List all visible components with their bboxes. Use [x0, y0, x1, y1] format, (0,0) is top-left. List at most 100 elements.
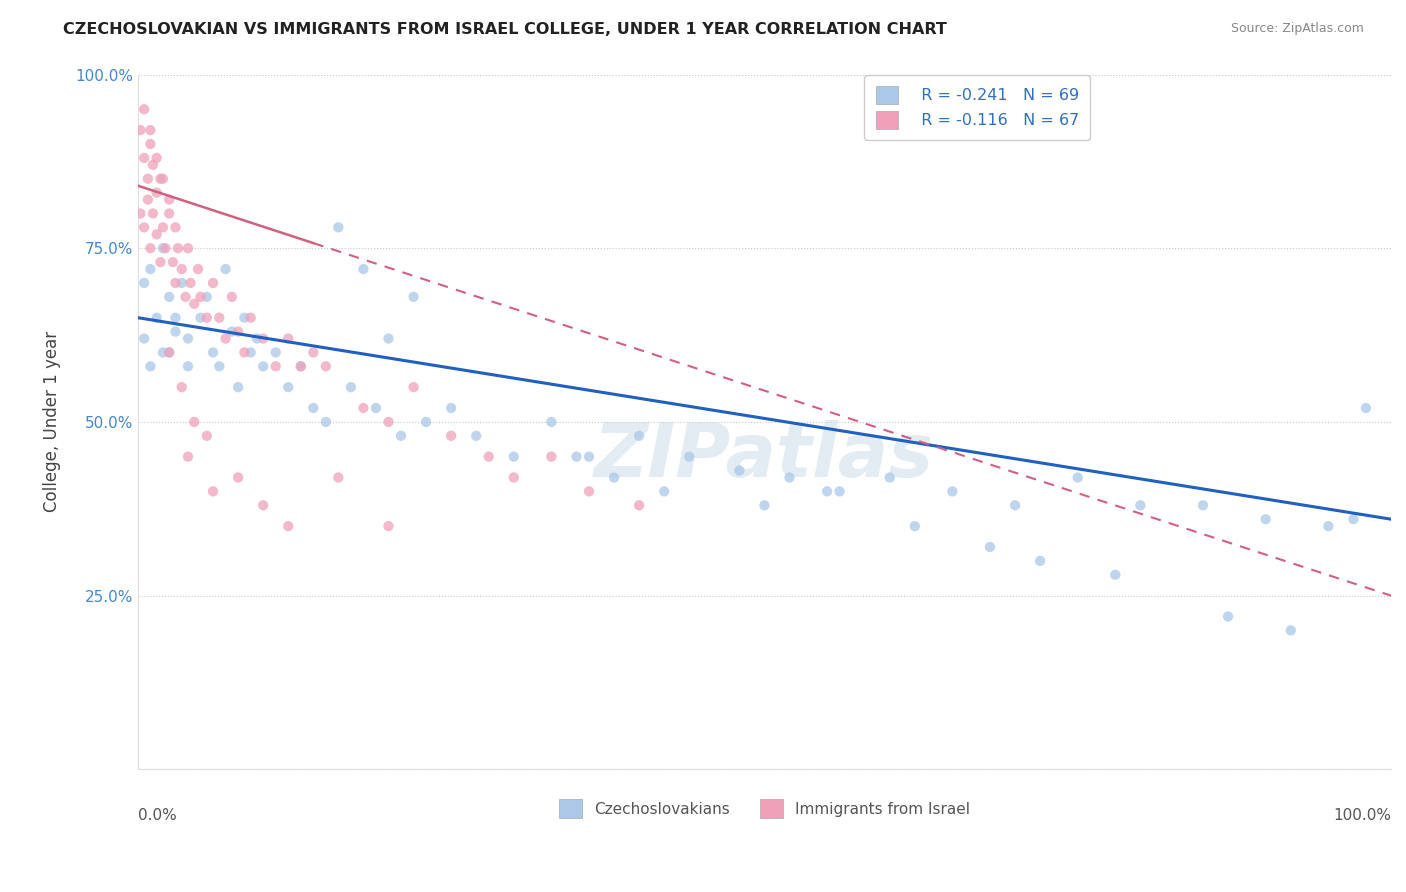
Point — [502, 450, 524, 464]
Point — [183, 415, 205, 429]
Point — [1355, 401, 1378, 415]
Point — [290, 359, 312, 374]
Point — [170, 380, 193, 394]
Point — [145, 186, 167, 200]
Point — [134, 332, 156, 346]
Point — [277, 519, 299, 533]
Point — [828, 484, 851, 499]
Point — [202, 345, 225, 359]
Legend: Czechoslovakians, Immigrants from Israel: Czechoslovakians, Immigrants from Israel — [553, 793, 976, 824]
Point — [190, 290, 212, 304]
Point — [136, 171, 159, 186]
Point — [779, 470, 801, 484]
Point — [208, 359, 231, 374]
Point — [389, 429, 412, 443]
Point — [603, 470, 626, 484]
Point — [239, 345, 262, 359]
Point — [315, 359, 337, 374]
Point — [142, 158, 165, 172]
Point — [264, 345, 287, 359]
Point — [129, 206, 152, 220]
Point — [540, 415, 562, 429]
Point — [364, 401, 387, 415]
Point — [145, 310, 167, 325]
Point — [142, 206, 165, 220]
Point — [252, 498, 274, 512]
Point — [195, 290, 218, 304]
Point — [226, 470, 249, 484]
Point — [340, 380, 363, 394]
Point — [815, 484, 838, 499]
Point — [1029, 554, 1052, 568]
Point — [134, 220, 156, 235]
Point — [179, 276, 201, 290]
Point — [139, 136, 162, 151]
Point — [979, 540, 1001, 554]
Point — [165, 276, 187, 290]
Point — [195, 429, 218, 443]
Point — [145, 227, 167, 242]
Point — [152, 171, 174, 186]
Point — [728, 464, 751, 478]
Point — [628, 498, 651, 512]
Point — [134, 102, 156, 116]
Point — [402, 290, 425, 304]
Point — [302, 345, 325, 359]
Point — [1129, 498, 1152, 512]
Point — [167, 241, 190, 255]
Point — [170, 262, 193, 277]
Point — [377, 332, 399, 346]
Point — [190, 310, 212, 325]
Point — [578, 484, 600, 499]
Point — [145, 151, 167, 165]
Point — [1004, 498, 1026, 512]
Point — [177, 332, 200, 346]
Point — [1279, 624, 1302, 638]
Point — [208, 310, 231, 325]
Point — [277, 332, 299, 346]
Point — [904, 519, 927, 533]
Text: 100.0%: 100.0% — [1333, 807, 1391, 822]
Point — [221, 325, 243, 339]
Y-axis label: College, Under 1 year: College, Under 1 year — [44, 331, 60, 513]
Point — [377, 519, 399, 533]
Point — [165, 325, 187, 339]
Point — [1067, 470, 1090, 484]
Point — [264, 359, 287, 374]
Point — [139, 123, 162, 137]
Point — [290, 359, 312, 374]
Point — [177, 450, 200, 464]
Point — [465, 429, 488, 443]
Point — [352, 262, 374, 277]
Point — [152, 220, 174, 235]
Point — [226, 325, 249, 339]
Point — [183, 297, 205, 311]
Text: Source: ZipAtlas.com: Source: ZipAtlas.com — [1230, 22, 1364, 36]
Point — [174, 290, 197, 304]
Point — [415, 415, 437, 429]
Point — [162, 255, 184, 269]
Point — [502, 470, 524, 484]
Point — [1104, 567, 1126, 582]
Point — [177, 359, 200, 374]
Point — [136, 193, 159, 207]
Point — [678, 450, 700, 464]
Point — [328, 470, 350, 484]
Point — [302, 401, 325, 415]
Point — [187, 262, 209, 277]
Point — [139, 359, 162, 374]
Point — [440, 429, 463, 443]
Point — [941, 484, 963, 499]
Point — [195, 310, 218, 325]
Point — [1317, 519, 1340, 533]
Point — [134, 151, 156, 165]
Point — [565, 450, 588, 464]
Point — [139, 241, 162, 255]
Point — [157, 290, 180, 304]
Point — [149, 171, 172, 186]
Point — [155, 241, 177, 255]
Point — [252, 332, 274, 346]
Point — [252, 359, 274, 374]
Point — [214, 332, 236, 346]
Point — [202, 484, 225, 499]
